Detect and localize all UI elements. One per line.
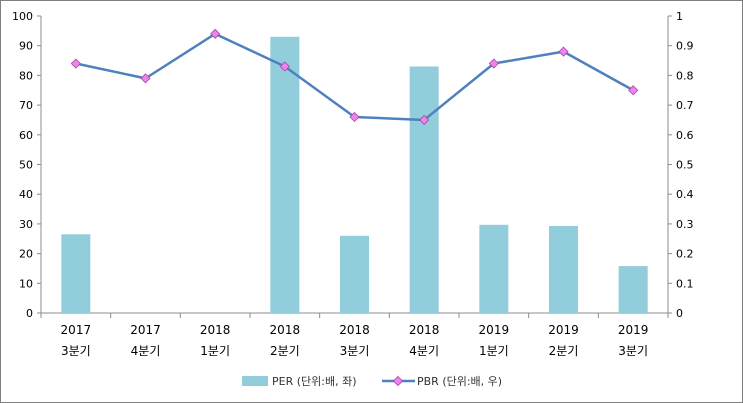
left-tick-label: 80 — [19, 69, 33, 82]
category-year-label: 2019 — [479, 323, 510, 337]
pbr-point — [210, 28, 221, 39]
category-quarter-label: 3분기 — [61, 344, 91, 358]
per-bars — [61, 36, 648, 314]
right-tick-label: 0.4 — [676, 188, 694, 201]
right-tick-label: 1 — [676, 10, 683, 23]
category-quarter-label: 1분기 — [479, 344, 509, 358]
category-quarter-label: 3분기 — [618, 344, 648, 358]
category-year-label: 2018 — [200, 323, 231, 337]
right-tick-label: 0.3 — [676, 218, 694, 231]
legend-per-label: PER (단위:배, 좌) — [272, 375, 357, 388]
per-bar — [270, 36, 300, 313]
right-tick-label: 0.1 — [676, 277, 694, 290]
pbr-point — [349, 111, 360, 123]
per-bar — [618, 266, 648, 313]
right-tick-label: 0.8 — [676, 69, 694, 82]
right-tick-label: 0 — [676, 307, 683, 320]
category-year-label: 2017 — [61, 323, 92, 337]
right-tick-label: 0.9 — [676, 40, 694, 53]
left-tick-label: 0 — [26, 307, 33, 320]
category-quarter-label: 4분기 — [409, 344, 439, 358]
pbr-series-line — [75, 32, 634, 122]
pbr-point — [419, 114, 430, 126]
category-year-label: 2018 — [339, 323, 370, 337]
per-bar — [340, 235, 369, 313]
right-tick-label: 0.6 — [676, 129, 694, 142]
pbr-point — [279, 61, 290, 72]
category-quarter-label: 3분기 — [340, 344, 370, 358]
left-tick-label: 70 — [19, 99, 33, 112]
category-quarter-label: 1분기 — [200, 344, 230, 358]
category-year-label: 2019 — [618, 323, 649, 337]
chart-axes: 0 10 20 30 40 50 60 70 80 90 100 0 0.1 0.2 0.3 0.4 0.5 0.… — [12, 10, 694, 358]
legend-pbr-label: PBR (단위:배, 우) — [417, 375, 502, 388]
category-quarter-label: 2분기 — [549, 344, 579, 358]
left-tick-label: 100 — [12, 10, 33, 23]
left-tick-label: 90 — [19, 40, 33, 53]
pbr-line — [70, 28, 639, 126]
pbr-point — [558, 46, 569, 57]
category-quarter-label: 2분기 — [270, 344, 300, 358]
pbr-point — [628, 85, 639, 96]
legend-per-swatch — [242, 376, 268, 386]
per-bar — [479, 224, 509, 313]
legend-pbr-marker — [392, 375, 404, 387]
category-quarter-label: 4분기 — [131, 344, 161, 358]
per-bar — [409, 66, 439, 314]
left-tick-label: 40 — [19, 188, 33, 201]
category-year-label: 2018 — [270, 323, 301, 337]
pbr-point — [140, 73, 151, 84]
category-year-label: 2019 — [548, 323, 579, 337]
pbr-point — [70, 58, 81, 69]
pbr-point — [488, 58, 499, 69]
right-tick-label: 0.5 — [676, 159, 694, 172]
category-year-label: 2017 — [130, 323, 161, 337]
left-tick-label: 30 — [19, 218, 33, 231]
left-tick-label: 50 — [19, 159, 33, 172]
left-tick-label: 10 — [19, 277, 33, 290]
right-tick-label: 0.7 — [676, 99, 694, 112]
category-year-label: 2018 — [409, 323, 440, 337]
per-bar — [61, 234, 91, 313]
left-tick-label: 60 — [19, 129, 33, 142]
per-bar — [549, 225, 578, 313]
chart-legend: PER (단위:배, 좌) PBR (단위:배, 우) — [242, 375, 502, 388]
right-tick-label: 0.2 — [676, 248, 694, 261]
left-tick-label: 20 — [19, 248, 33, 261]
